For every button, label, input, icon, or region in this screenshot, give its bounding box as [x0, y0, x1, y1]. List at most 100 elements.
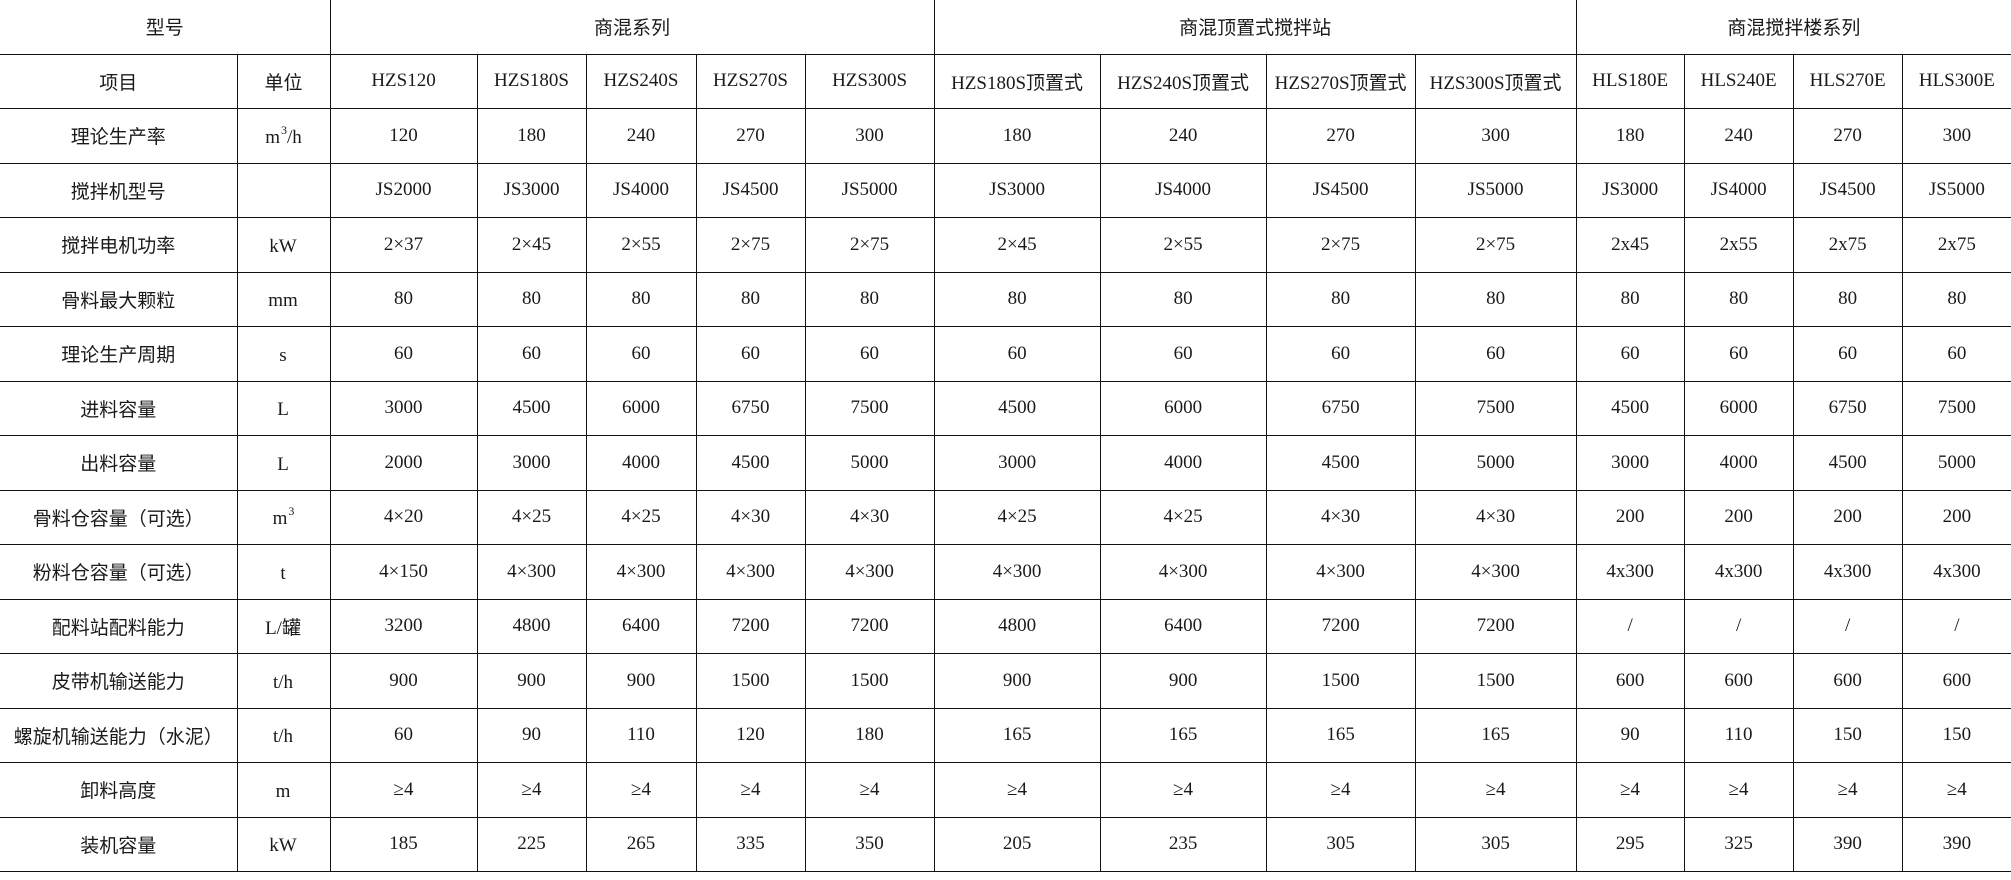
value-cell: 80 — [476, 271, 587, 327]
value-cell: 265 — [585, 816, 697, 872]
group-header-row: 型号 商混系列 商混顶置式搅拌站 商混搅拌楼系列 — [0, 0, 2011, 55]
value-cell: ≥4 — [695, 762, 806, 818]
row-unit: L/罐 — [236, 598, 331, 654]
value-cell: 60 — [1792, 326, 1903, 382]
value-cell: 305 — [1265, 816, 1416, 872]
value-cell: ≥4 — [476, 762, 587, 818]
row-item: 理论生产周期 — [0, 326, 238, 382]
row-item: 螺旋机输送能力（水泥） — [0, 707, 238, 763]
unit-base: kW — [269, 235, 297, 257]
model-header: HZS270S顶置式 — [1265, 53, 1416, 109]
value-cell: JS3000 — [933, 162, 1101, 218]
value-cell: 240 — [1099, 108, 1267, 164]
group-header: 商混系列 — [329, 0, 935, 55]
value-cell: 60 — [1901, 326, 2011, 382]
value-cell: / — [1575, 598, 1685, 654]
value-cell: 2×45 — [933, 217, 1101, 273]
unit-base: t/h — [272, 671, 294, 693]
model-header: HLS270E — [1792, 53, 1903, 109]
value-cell: 60 — [1414, 326, 1577, 382]
value-cell: 300 — [804, 108, 935, 164]
value-cell: JS5000 — [1414, 162, 1577, 218]
value-cell: ≥4 — [1575, 762, 1685, 818]
value-cell: 4500 — [933, 380, 1101, 436]
table-row: 搅拌电机功率 kW 2×37 2×45 2×55 2×75 2×75 2×45 2×55 2×75… — [0, 217, 2011, 273]
value-cell: JS4000 — [1683, 162, 1794, 218]
model-header: HLS300E — [1901, 53, 2011, 109]
group-header: 商混搅拌楼系列 — [1575, 0, 2011, 55]
value-cell: 4500 — [476, 380, 587, 436]
value-cell: 900 — [476, 653, 587, 709]
unit-label: 单位 — [236, 53, 331, 109]
value-cell: 2x75 — [1792, 217, 1903, 273]
value-cell: 900 — [933, 653, 1101, 709]
row-unit: t — [236, 544, 331, 600]
value-cell: 110 — [585, 707, 697, 763]
value-cell: 4×300 — [585, 544, 697, 600]
value-cell: 600 — [1792, 653, 1903, 709]
value-cell: 2x75 — [1901, 217, 2011, 273]
value-cell: 4800 — [933, 598, 1101, 654]
value-cell: 4×30 — [804, 489, 935, 545]
value-cell: 6750 — [1792, 380, 1903, 436]
value-cell: 150 — [1792, 707, 1903, 763]
value-cell: ≥4 — [1683, 762, 1794, 818]
value-cell: 165 — [1099, 707, 1267, 763]
model-header: HZS270S — [695, 53, 806, 109]
row-unit: kW — [236, 217, 331, 273]
model-header: HZS300S — [804, 53, 935, 109]
table-row: 理论生产周期 s 60 60 60 60 60 60 60 60 60 60 60 60 60 — [0, 326, 2011, 382]
value-cell: 60 — [1575, 326, 1685, 382]
value-cell: 80 — [695, 271, 806, 327]
row-unit: m — [236, 762, 331, 818]
value-cell: 150 — [1901, 707, 2011, 763]
row-item: 搅拌机型号 — [0, 162, 238, 218]
value-cell: 4500 — [695, 435, 806, 491]
value-cell: 240 — [585, 108, 697, 164]
value-cell: 4×25 — [585, 489, 697, 545]
value-cell: 4×30 — [1414, 489, 1577, 545]
unit-base: L/罐 — [265, 617, 301, 639]
value-cell: 295 — [1575, 816, 1685, 872]
row-item: 进料容量 — [0, 380, 238, 436]
value-cell: 200 — [1792, 489, 1903, 545]
table-row: 骨料仓容量（可选） m3 4×20 4×25 4×25 4×30 4×30 4×25 4×25 4… — [0, 489, 2011, 545]
row-item: 出料容量 — [0, 435, 238, 491]
value-cell: 300 — [1414, 108, 1577, 164]
value-cell: 4×150 — [329, 544, 478, 600]
value-cell: 6400 — [585, 598, 697, 654]
value-cell: 200 — [1683, 489, 1794, 545]
value-cell: 4x300 — [1792, 544, 1903, 600]
value-cell: ≥4 — [1901, 762, 2011, 818]
value-cell: JS3000 — [476, 162, 587, 218]
value-cell: 4×20 — [329, 489, 478, 545]
value-cell: 4000 — [585, 435, 697, 491]
value-cell: 270 — [1265, 108, 1416, 164]
value-cell: 1500 — [695, 653, 806, 709]
value-cell: 305 — [1414, 816, 1577, 872]
value-cell: 185 — [329, 816, 478, 872]
value-cell: 235 — [1099, 816, 1267, 872]
value-cell: 900 — [585, 653, 697, 709]
row-item: 皮带机输送能力 — [0, 653, 238, 709]
value-cell: 80 — [1575, 271, 1685, 327]
unit-base: t/h — [272, 726, 294, 748]
value-cell: 600 — [1901, 653, 2011, 709]
value-cell: 200 — [1901, 489, 2011, 545]
table-row: 出料容量 L 2000 3000 4000 4500 5000 3000 4000 4500 500… — [0, 435, 2011, 491]
value-cell: 165 — [1414, 707, 1577, 763]
row-unit: mm — [236, 271, 331, 327]
value-cell: 5000 — [1901, 435, 2011, 491]
table-row: 骨料最大颗粒 mm 80 80 80 80 80 80 80 80 80 80 80 80 80 — [0, 271, 2011, 327]
value-cell: 4500 — [1575, 380, 1685, 436]
value-cell: 180 — [1575, 108, 1685, 164]
value-cell: 4×300 — [1265, 544, 1416, 600]
value-cell: 335 — [695, 816, 806, 872]
model-header: HZS300S顶置式 — [1414, 53, 1577, 109]
value-cell: 4×300 — [476, 544, 587, 600]
value-cell: 3000 — [476, 435, 587, 491]
value-cell: 390 — [1792, 816, 1903, 872]
value-cell: 60 — [1265, 326, 1416, 382]
model-label: 型号 — [0, 0, 331, 55]
value-cell: 4000 — [1099, 435, 1267, 491]
